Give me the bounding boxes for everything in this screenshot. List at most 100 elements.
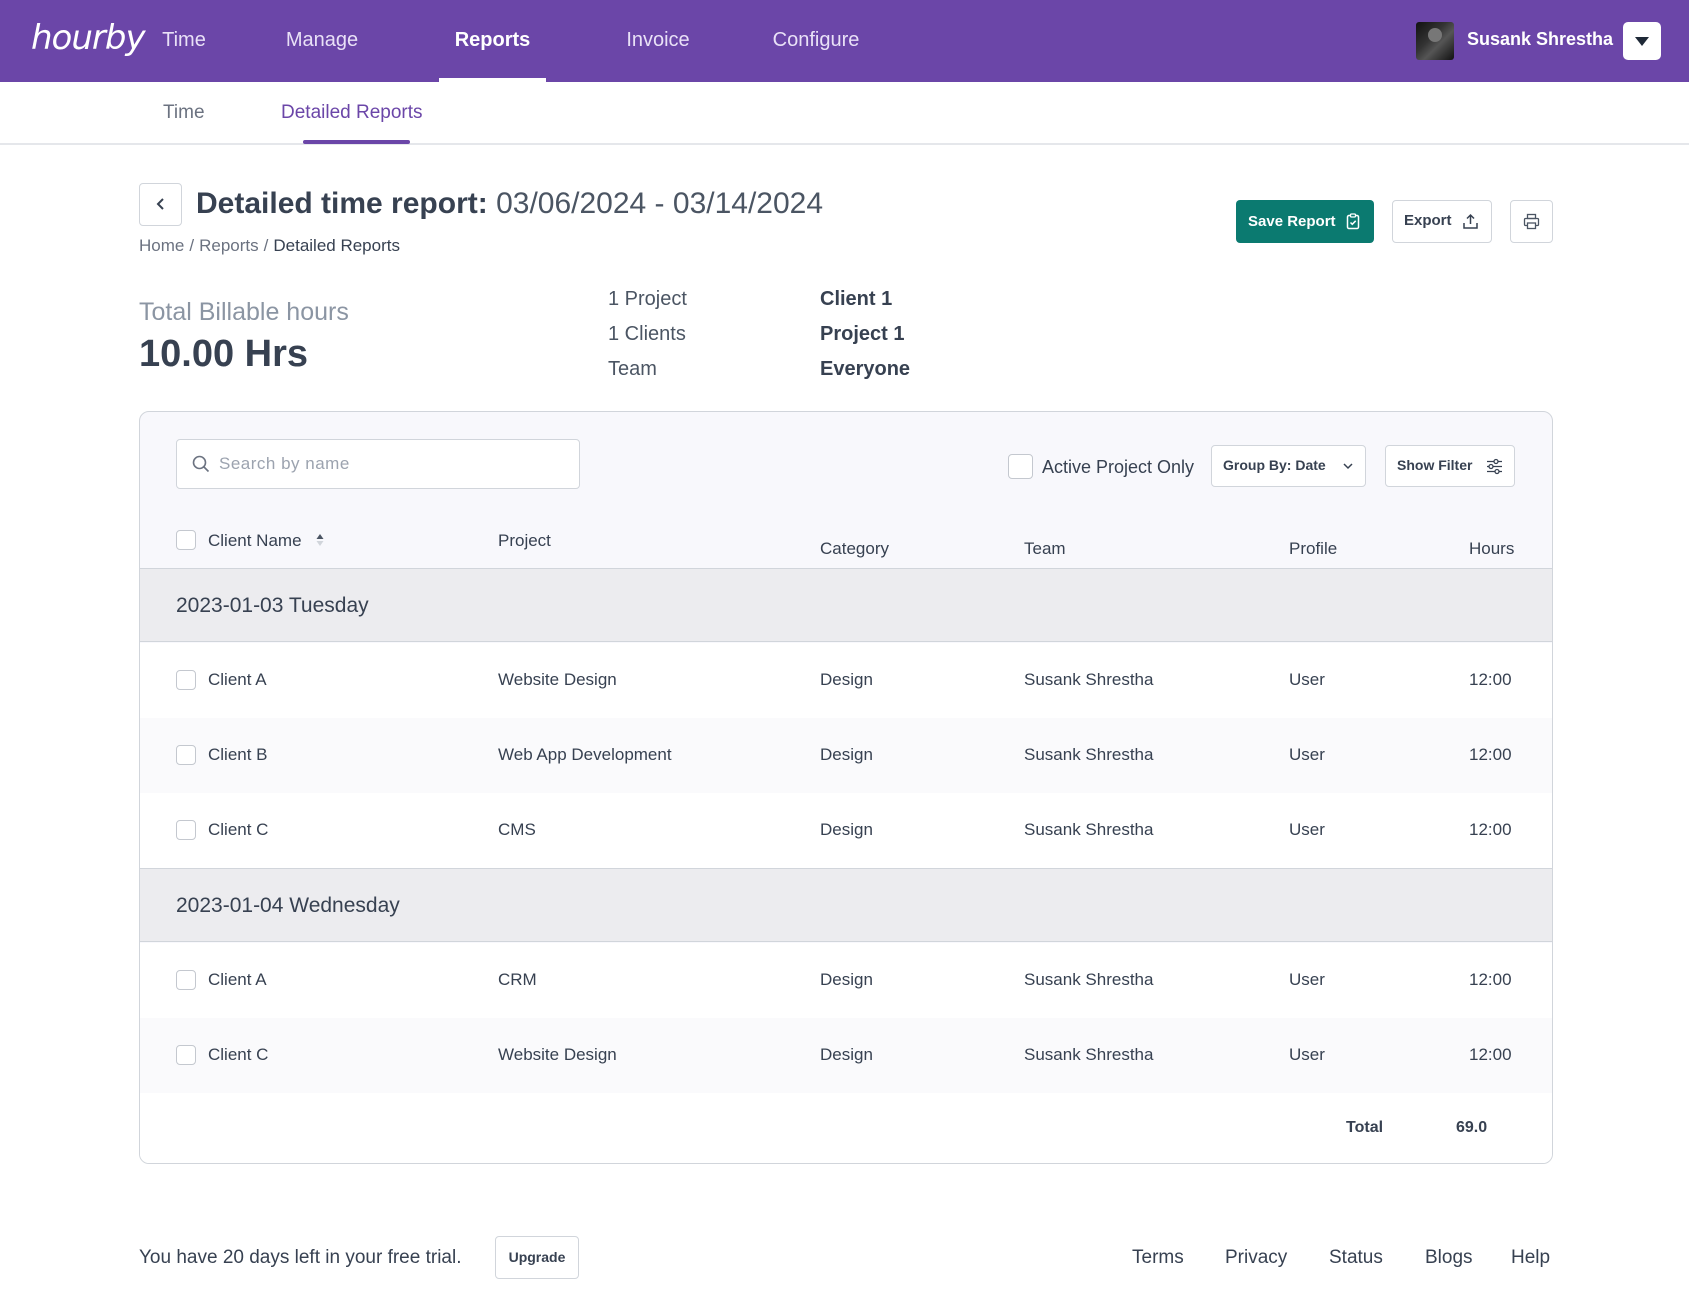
back-button[interactable]	[139, 183, 182, 226]
footer-link-blogs[interactable]: Blogs	[1425, 1247, 1473, 1268]
table-row[interactable]: Client C Website Design Design Susank Sh…	[140, 1018, 1552, 1093]
meta-key: Team	[608, 358, 657, 380]
nav-time[interactable]: Time	[162, 29, 206, 51]
report-table-card: Active Project Only Group By: Date Show …	[139, 411, 1553, 1164]
col-header-client-name[interactable]: Client Name	[208, 531, 302, 550]
search-icon	[192, 455, 210, 473]
group-by-dropdown[interactable]: Group By: Date	[1211, 445, 1366, 487]
user-menu-button[interactable]	[1623, 22, 1661, 60]
cell-project: Website Design	[498, 670, 617, 689]
col-header-profile: Profile	[1289, 539, 1338, 558]
table-row[interactable]: Client B Web App Development Design Susa…	[140, 718, 1552, 793]
sub-nav: Time Detailed Reports	[0, 82, 1689, 145]
select-all-checkbox[interactable]	[176, 530, 196, 550]
user-name[interactable]: Susank Shrestha	[1467, 29, 1614, 49]
nav-invoice[interactable]: Invoice	[626, 29, 690, 51]
active-project-only-checkbox[interactable]	[1008, 454, 1033, 479]
search-input[interactable]	[219, 440, 569, 487]
cell-team: Susank Shrestha	[1024, 1045, 1154, 1064]
tab-detailed-reports[interactable]: Detailed Reports	[281, 102, 423, 123]
cell-project: Website Design	[498, 1045, 617, 1064]
row-checkbox[interactable]	[176, 670, 196, 690]
breadcrumb-reports[interactable]: Reports	[199, 236, 259, 255]
cell-category: Design	[820, 820, 873, 839]
upload-icon	[1463, 213, 1478, 229]
header-divider	[140, 568, 1552, 570]
breadcrumb-separator: /	[189, 236, 195, 255]
top-nav: hourby Time Manage Reports Invoice Confi…	[0, 0, 1689, 82]
table-row[interactable]: Client A Website Design Design Susank Sh…	[140, 643, 1552, 718]
upgrade-button[interactable]: Upgrade	[495, 1236, 579, 1279]
show-filter-button[interactable]: Show Filter	[1385, 445, 1515, 487]
footer-link-privacy[interactable]: Privacy	[1225, 1247, 1288, 1268]
group-header: 2023-01-03 Tuesday	[140, 569, 1552, 642]
print-button[interactable]	[1510, 200, 1553, 243]
avatar[interactable]	[1416, 22, 1454, 60]
col-header-hours: Hours	[1469, 539, 1515, 558]
tab-time[interactable]: Time	[163, 102, 205, 123]
cell-project: CRM	[498, 970, 537, 989]
nav-configure[interactable]: Configure	[772, 29, 860, 51]
cell-profile: User	[1289, 820, 1325, 839]
breadcrumb: Home / Reports / Detailed Reports	[139, 236, 400, 256]
row-checkbox[interactable]	[176, 820, 196, 840]
footer-link-help[interactable]: Help	[1511, 1247, 1551, 1268]
footer-link-terms[interactable]: Terms	[1132, 1247, 1184, 1268]
meta-value: Project 1	[820, 323, 905, 345]
cell-team: Susank Shrestha	[1024, 670, 1154, 689]
group-date: 2023-01-04 Wednesday	[176, 894, 400, 917]
table-row[interactable]: Client A CRM Design Susank Shrestha User…	[140, 943, 1552, 1018]
group-divider	[140, 868, 1552, 870]
cell-project: Web App Development	[498, 745, 672, 764]
cell-client: Client A	[208, 670, 267, 689]
page-title: Detailed time report: 03/06/2024 - 03/14…	[196, 187, 823, 221]
cell-hours: 12:00	[1469, 670, 1512, 689]
cell-hours: 12:00	[1469, 745, 1512, 764]
row-checkbox[interactable]	[176, 1045, 196, 1065]
group-by-label: Group By: Date	[1223, 457, 1326, 473]
cell-profile: User	[1289, 970, 1325, 989]
cell-hours: 12:00	[1469, 1045, 1512, 1064]
row-checkbox[interactable]	[176, 970, 196, 990]
cell-category: Design	[820, 970, 873, 989]
meta-value: Everyone	[820, 358, 911, 380]
save-report-button[interactable]: Save Report	[1236, 200, 1374, 243]
group-header: 2023-01-04 Wednesday	[140, 869, 1552, 942]
table-row[interactable]: Client C CMS Design Susank Shrestha User…	[140, 793, 1552, 868]
chevron-left-icon	[156, 198, 164, 210]
meta-key: 1 Clients	[608, 323, 686, 345]
meta-value: Client 1	[820, 288, 893, 310]
sliders-icon	[1487, 458, 1502, 475]
billable-hours-label: Total Billable hours	[139, 298, 349, 326]
cell-profile: User	[1289, 1045, 1325, 1064]
meta-key: 1 Project	[608, 288, 687, 310]
export-button[interactable]: Export	[1392, 200, 1492, 243]
show-filter-label: Show Filter	[1397, 457, 1473, 473]
search-box[interactable]	[176, 439, 580, 489]
footer-link-status[interactable]: Status	[1329, 1247, 1383, 1268]
cell-project: CMS	[498, 820, 536, 839]
group-date: 2023-01-03 Tuesday	[176, 594, 369, 617]
breadcrumb-home[interactable]: Home	[139, 236, 185, 255]
nav-reports[interactable]: Reports	[439, 0, 546, 82]
cell-hours: 12:00	[1469, 970, 1512, 989]
cell-team: Susank Shrestha	[1024, 820, 1154, 839]
col-header-team: Team	[1024, 539, 1066, 558]
breadcrumb-separator: /	[263, 236, 269, 255]
save-report-label: Save Report	[1248, 213, 1336, 230]
sort-icon[interactable]	[315, 532, 325, 548]
col-header-project: Project	[498, 531, 551, 550]
printer-icon	[1523, 213, 1540, 230]
total-value: 69.0	[1456, 1119, 1488, 1136]
cell-client: Client A	[208, 970, 267, 989]
cell-category: Design	[820, 1045, 873, 1064]
cell-client: Client C	[208, 820, 269, 839]
clipboard-check-icon	[1346, 213, 1360, 230]
active-project-only-label[interactable]: Active Project Only	[1042, 457, 1195, 477]
billable-hours-value: 10.00 Hrs	[139, 333, 309, 375]
date-range: 03/06/2024 - 03/14/2024	[496, 187, 824, 220]
nav-manage[interactable]: Manage	[285, 29, 359, 51]
cell-profile: User	[1289, 670, 1325, 689]
logo[interactable]: hourby	[31, 18, 146, 58]
row-checkbox[interactable]	[176, 745, 196, 765]
